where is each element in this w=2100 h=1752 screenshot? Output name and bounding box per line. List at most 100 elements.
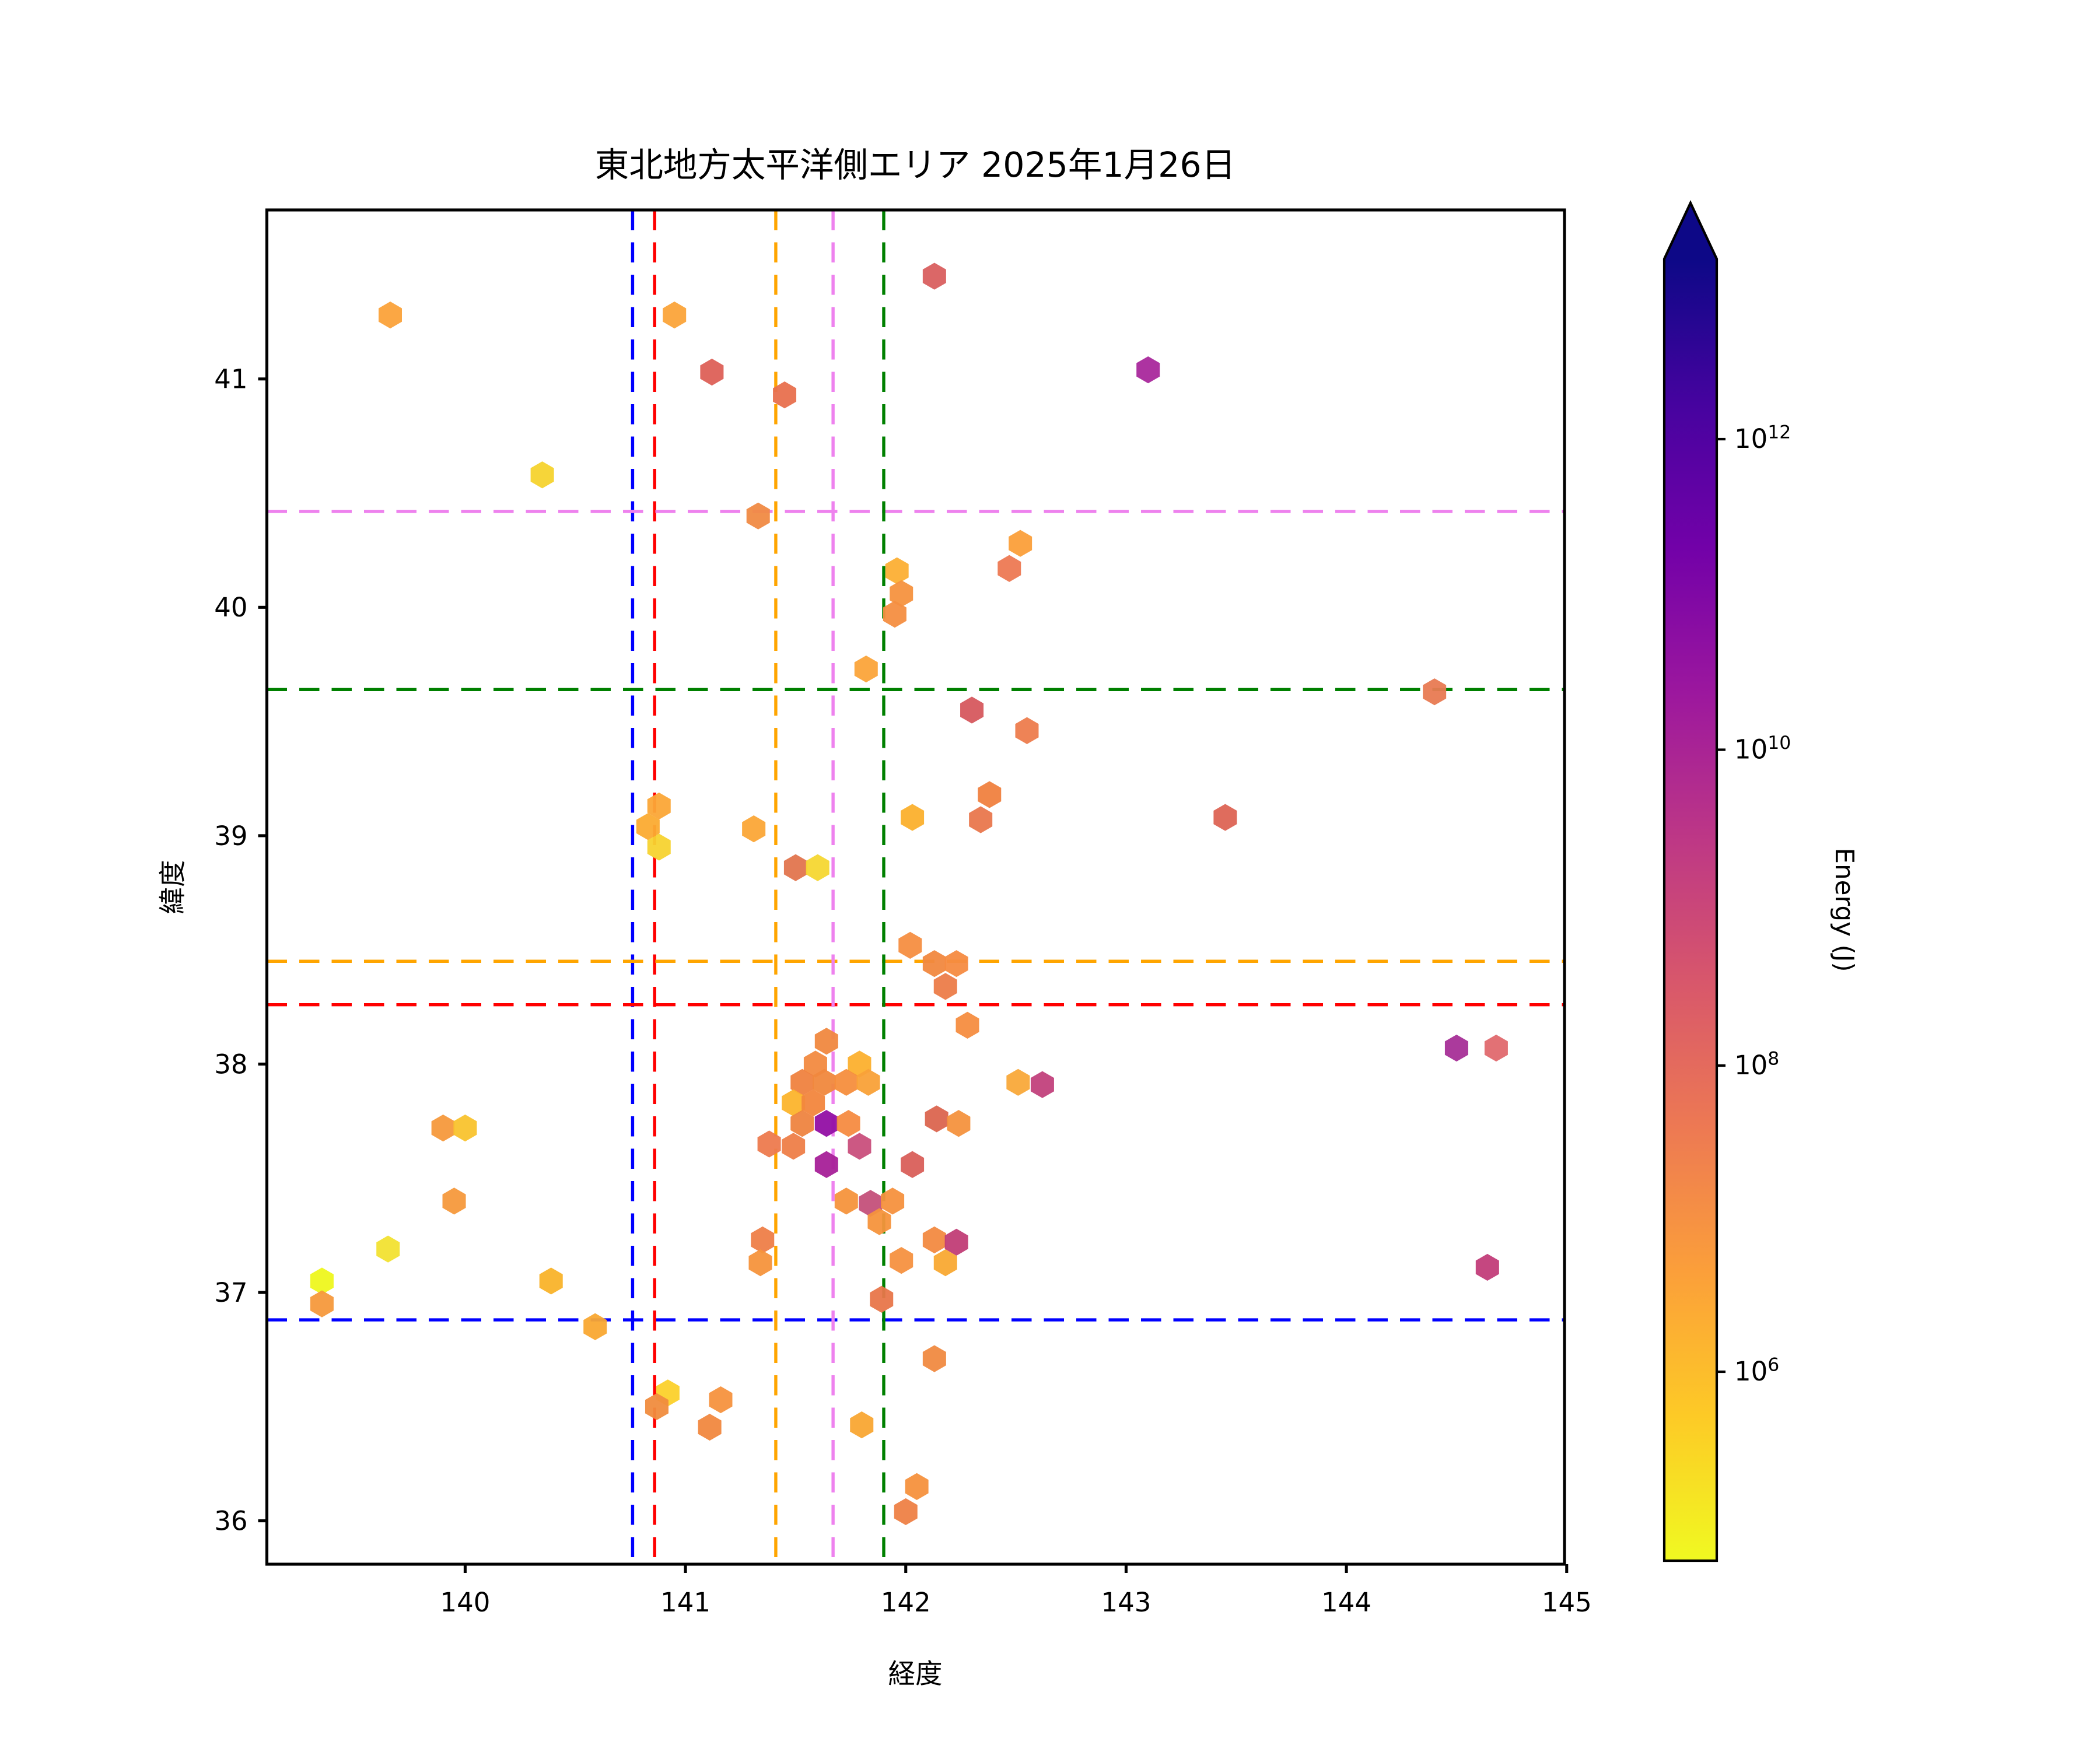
data-point-hexagon — [1030, 1071, 1054, 1098]
data-point-hexagon — [782, 1089, 806, 1117]
data-point-hexagon — [881, 1187, 905, 1215]
data-point-hexagon — [890, 580, 914, 607]
data-point-hexagon — [790, 1068, 814, 1096]
data-point-hexagon — [583, 1313, 607, 1340]
colorbar-tick-label: 108 — [1734, 1049, 1779, 1081]
data-point-hexagon — [376, 1235, 400, 1263]
x-tick-label: 145 — [1542, 1587, 1592, 1618]
data-point-hexagon — [802, 1089, 825, 1117]
colorbar-gradient-bar — [1664, 259, 1717, 1561]
data-point-hexagon — [310, 1267, 334, 1295]
data-point-hexagon — [748, 1249, 772, 1277]
data-point-hexagon — [883, 600, 907, 628]
y-tick-label: 40 — [214, 592, 247, 623]
data-point-hexagon — [746, 502, 770, 530]
data-point-hexagon — [836, 1110, 860, 1137]
data-point-hexagon — [956, 1011, 979, 1039]
data-point-hexagon — [700, 358, 724, 386]
data-point-hexagon — [894, 1498, 918, 1526]
data-point-hexagon — [925, 1105, 949, 1133]
data-point-hexagon — [530, 461, 554, 489]
data-point-hexagon — [890, 1247, 914, 1274]
colorbar-layer: 1012 1010 108 106 — [1662, 200, 1791, 1562]
y-tick-label: 39 — [214, 821, 247, 852]
data-point-hexagon — [783, 854, 807, 881]
data-point-hexagon — [647, 833, 671, 861]
x-tick-label: 143 — [1101, 1587, 1151, 1618]
data-point-hexagon — [947, 1110, 971, 1137]
chart-title: 東北地方太平洋側エリア 2025年1月26日 — [595, 145, 1236, 185]
event-lines-layer — [267, 210, 1564, 1564]
data-point-hexagon — [310, 1290, 334, 1317]
x-tick-label: 141 — [660, 1587, 710, 1618]
x-tick-label: 142 — [881, 1587, 931, 1618]
data-point-hexagon — [867, 1208, 891, 1235]
data-point-hexagon — [998, 555, 1021, 582]
colorbar-tick-label: 106 — [1734, 1355, 1779, 1387]
y-tick-label: 38 — [214, 1049, 247, 1080]
data-point-hexagon — [1484, 1034, 1508, 1062]
data-point-hexagon — [813, 1068, 836, 1096]
data-point-hexagon — [453, 1115, 477, 1142]
data-point-hexagon — [901, 1151, 925, 1178]
data-point-hexagon — [636, 813, 660, 840]
colorbar-tick-label: 1010 — [1734, 733, 1791, 765]
data-point-hexagon — [870, 1285, 894, 1313]
y-tick-label: 41 — [214, 364, 247, 395]
data-point-hexagon — [1444, 1034, 1468, 1062]
data-point-hexagon — [442, 1187, 466, 1215]
data-point-hexagon — [751, 1226, 775, 1254]
plot-border — [265, 208, 1566, 1566]
data-point-hexagon — [922, 262, 946, 290]
data-point-hexagon — [1006, 1068, 1030, 1096]
data-point-hexagon — [834, 1187, 858, 1215]
data-point-hexagon — [933, 1249, 957, 1277]
x-tick-label: 144 — [1321, 1587, 1371, 1618]
y-tick-label: 37 — [214, 1277, 247, 1308]
data-point-hexagon — [885, 557, 909, 584]
data-point-hexagon — [698, 1413, 722, 1441]
data-point-hexagon — [773, 381, 797, 409]
x-tick-label: 140 — [440, 1587, 490, 1618]
data-point-hexagon — [806, 854, 830, 881]
data-point-hexagon — [834, 1068, 858, 1096]
data-point-hexagon — [1136, 356, 1160, 384]
colorbar-tick-label: 1012 — [1734, 422, 1791, 455]
data-point-hexagon — [922, 950, 946, 977]
data-point-hexagon — [969, 806, 993, 833]
colorbar-outline — [1662, 200, 1718, 1562]
data-point-hexagon — [539, 1267, 563, 1295]
data-point-hexagon — [1015, 717, 1039, 744]
data-point-hexagon — [814, 1151, 838, 1178]
data-point-hexagon — [1009, 530, 1032, 557]
data-point-hexagon — [944, 1228, 968, 1256]
data-point-hexagon — [1475, 1253, 1499, 1281]
data-point-hexagon — [848, 1133, 872, 1160]
data-point-hexagon — [647, 792, 671, 820]
data-point-hexagon — [933, 973, 957, 1000]
data-point-hexagon — [854, 655, 878, 683]
data-point-hexagon — [960, 696, 984, 724]
data-point-hexagon — [709, 1386, 733, 1414]
data-point-hexagon — [757, 1130, 781, 1158]
y-tick-label: 36 — [214, 1506, 247, 1537]
data-point-hexagon — [1213, 804, 1237, 831]
data-point-hexagon — [901, 804, 925, 831]
axes-layer: 140 141 142 143 144 145 36 37 38 39 40 41 — [214, 208, 1592, 1618]
x-axis-label: 経度 — [888, 1658, 943, 1690]
data-point-hexagon — [378, 302, 402, 329]
data-point-hexagon — [898, 931, 922, 959]
data-point-hexagon — [645, 1393, 668, 1420]
colorbar-label: Energy (J) — [1829, 848, 1859, 972]
data-point-hexagon — [431, 1115, 455, 1142]
data-point-hexagon — [922, 1345, 946, 1372]
data-point-hexagon — [905, 1473, 929, 1500]
data-point-hexagon — [1423, 678, 1447, 706]
data-point-hexagon — [856, 1068, 880, 1096]
data-point-hexagon — [944, 950, 968, 977]
data-point-hexagon — [978, 781, 1002, 808]
data-point-hexagon — [850, 1411, 874, 1439]
y-axis-label: 緯度 — [157, 860, 188, 914]
